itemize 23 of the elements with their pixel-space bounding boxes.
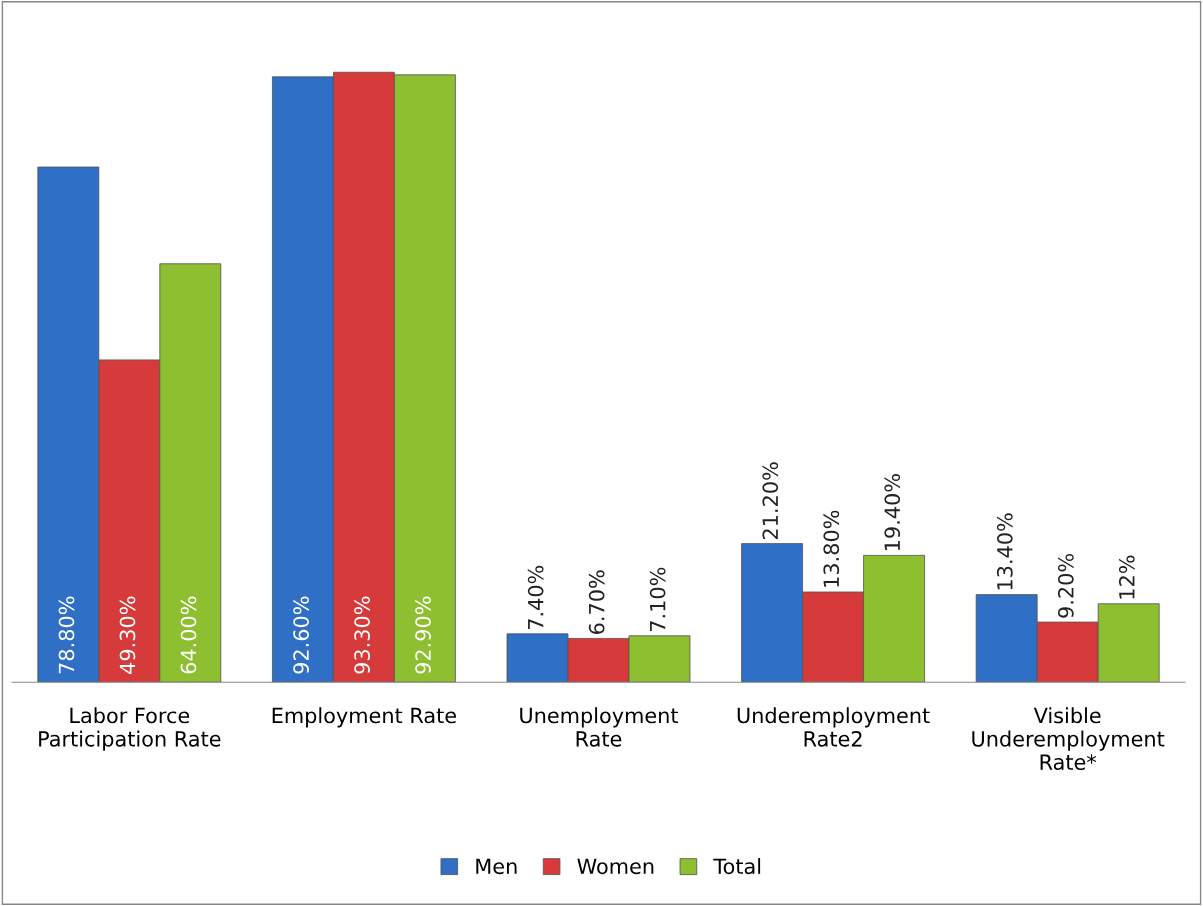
data-label: 21.20% xyxy=(762,462,779,540)
data-label: 6.70% xyxy=(588,570,605,634)
x-tick-label: Visible Underemployment Rate* xyxy=(972,707,1165,770)
data-label: 19.40% xyxy=(884,474,901,551)
data-label: 92.90% xyxy=(415,596,431,674)
x-tick-label: Unemployment Rate xyxy=(520,707,679,747)
legend-label: Total xyxy=(713,858,761,875)
data-label: 9.20% xyxy=(1057,553,1074,618)
x-tick-label: Labor Force Participation Rate xyxy=(39,707,221,751)
data-label: 49.30% xyxy=(119,596,136,674)
data-label: 13.40% xyxy=(996,513,1013,590)
data-label: 93.30% xyxy=(354,596,370,674)
data-label: 64.00% xyxy=(180,596,197,674)
data-label: 7.10% xyxy=(649,567,666,632)
x-tick-label: Underemployment Rate2 xyxy=(737,707,930,747)
x-tick-label: Employment Rate xyxy=(272,707,456,728)
data-label: 12% xyxy=(1118,555,1135,599)
data-label: 78.80% xyxy=(58,596,75,674)
data-label: 7.40% xyxy=(527,565,544,630)
data-label: 13.80% xyxy=(823,510,840,587)
legend-label: Women xyxy=(577,858,654,875)
legend-label: Men xyxy=(476,858,517,875)
data-label: 92.60% xyxy=(293,596,309,674)
